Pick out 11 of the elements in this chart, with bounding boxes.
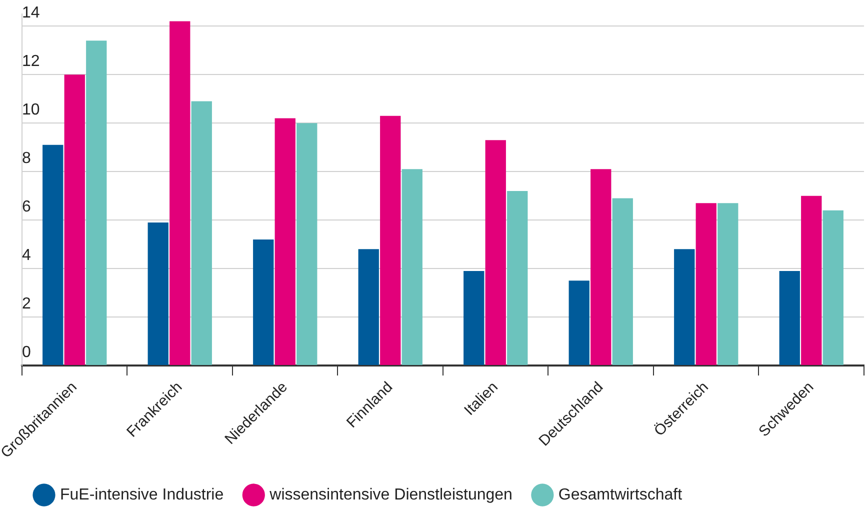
y-tick-label: 2 <box>22 295 31 312</box>
y-tick-label: 14 <box>22 4 40 22</box>
y-tick-label: 4 <box>22 246 31 264</box>
legend-label: Gesamtwirtschaft <box>558 486 683 504</box>
y-tick-label: 6 <box>22 198 31 216</box>
legend-label: FuE-intensive Industrie <box>60 486 224 504</box>
y-tick-label: 12 <box>22 53 40 70</box>
legend-label: wissensintensive Dienstleistungen <box>268 486 512 504</box>
y-tick-label: 10 <box>22 102 40 118</box>
y-tick-label: 8 <box>22 150 31 167</box>
y-tick-label: 0 <box>22 344 31 361</box>
